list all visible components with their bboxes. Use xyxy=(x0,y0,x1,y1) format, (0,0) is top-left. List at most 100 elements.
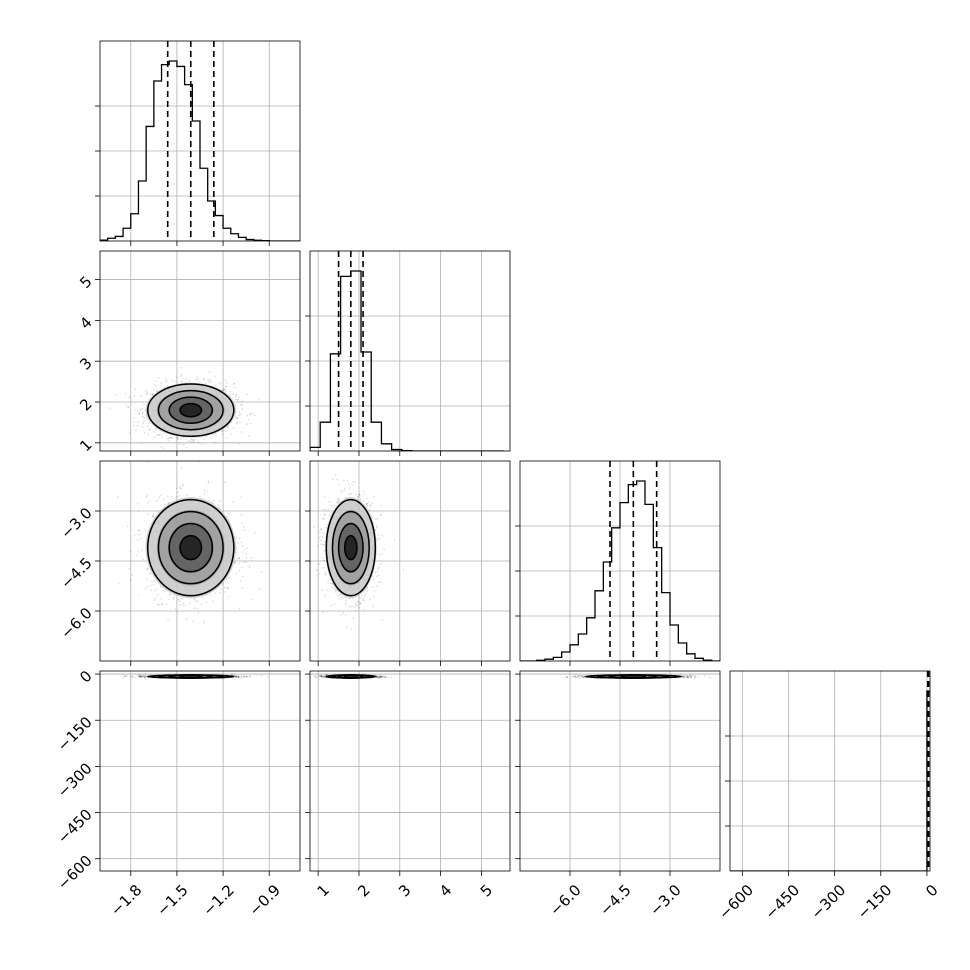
scatter-point xyxy=(137,529,140,532)
scatter-point xyxy=(237,542,240,544)
scatter-point xyxy=(117,496,119,498)
scatter-point xyxy=(236,421,238,424)
scatter-point xyxy=(330,604,332,607)
scatter-point xyxy=(313,525,315,528)
scatter-point xyxy=(152,392,154,395)
scatter-point xyxy=(376,518,379,520)
histogram-step xyxy=(310,270,504,451)
scatter-point xyxy=(127,406,130,408)
scatter-point xyxy=(193,598,196,601)
scatter-point xyxy=(254,532,256,534)
scatter-point xyxy=(143,420,145,423)
scatter-point xyxy=(339,598,341,601)
scatter-point xyxy=(224,586,226,589)
scatter-point xyxy=(153,599,156,601)
scatter-point xyxy=(366,502,369,504)
scatter-point xyxy=(363,594,366,597)
scatter-point xyxy=(379,537,381,540)
scatter-point xyxy=(150,589,152,592)
scatter-point xyxy=(373,590,376,592)
scatter-point xyxy=(195,378,198,381)
scatter-point xyxy=(158,496,161,499)
scatter-point xyxy=(147,513,149,515)
scatter-point xyxy=(140,395,143,398)
scatter-point xyxy=(170,436,173,439)
contour-line xyxy=(179,534,203,561)
scatter-point xyxy=(146,568,149,570)
scatter-point xyxy=(146,425,149,427)
scatter-point xyxy=(242,526,245,528)
scatter-point xyxy=(239,580,242,582)
scatter-point xyxy=(227,595,230,598)
scatter-point xyxy=(339,490,342,492)
scatter-point xyxy=(320,543,323,545)
scatter-point xyxy=(129,578,132,581)
contour-line xyxy=(337,522,364,573)
scatter-point xyxy=(372,605,374,607)
scatter-point xyxy=(235,416,238,419)
scatter-point xyxy=(156,434,159,436)
scatter-point xyxy=(241,566,243,569)
scatter-point xyxy=(233,562,236,564)
scatter-point xyxy=(322,532,325,534)
scatter-point xyxy=(164,503,166,506)
scatter-point xyxy=(338,594,340,596)
scatter-point xyxy=(146,418,148,421)
scatter-point xyxy=(322,611,325,613)
hist-panel-p1 xyxy=(305,250,511,456)
scatter-point xyxy=(155,380,158,382)
scatter-point xyxy=(195,600,197,603)
scatter-point xyxy=(316,569,318,571)
scatter-point xyxy=(149,428,151,431)
scatter-point xyxy=(198,441,200,444)
scatter-point xyxy=(359,596,362,599)
scatter-point xyxy=(331,505,333,507)
scatter-point xyxy=(358,493,361,496)
contour-line xyxy=(146,383,235,438)
scatter-point xyxy=(345,599,348,601)
scatter-point xyxy=(333,591,336,593)
scatter-point xyxy=(372,496,375,498)
scatter-point xyxy=(366,504,368,506)
scatter-point xyxy=(173,596,176,599)
scatter-point xyxy=(235,395,238,397)
scatter-point xyxy=(336,501,339,504)
scatter-point xyxy=(169,593,171,595)
scatter-point xyxy=(242,575,244,578)
scatter-point xyxy=(319,531,321,533)
scatter-point xyxy=(323,559,325,562)
scatter-point xyxy=(137,539,139,541)
scatter-point xyxy=(241,408,243,410)
scatter-point xyxy=(153,579,156,582)
scatter-point xyxy=(129,550,132,553)
scatter-point xyxy=(381,619,383,622)
scatter-point xyxy=(241,400,244,403)
scatter-point xyxy=(232,427,235,430)
scatter-point xyxy=(238,411,241,414)
scatter-point xyxy=(222,388,225,390)
scatter-point xyxy=(337,499,340,502)
scatter-point xyxy=(205,382,207,385)
scatter-point xyxy=(329,582,332,585)
scatter-point xyxy=(148,428,151,431)
scatter-point xyxy=(347,483,350,486)
scatter-point xyxy=(336,501,338,504)
scatter-point xyxy=(191,441,193,443)
scatter-point xyxy=(227,587,229,590)
scatter-point xyxy=(322,518,324,520)
scatter-point xyxy=(155,390,158,393)
scatter-point xyxy=(371,585,374,588)
scatter-point xyxy=(183,443,185,446)
scatter-point xyxy=(144,529,147,532)
scatter-point xyxy=(197,612,200,614)
scatter-point xyxy=(380,505,382,507)
scatter-point xyxy=(200,443,203,446)
scatter-point xyxy=(334,474,337,476)
scatter-point xyxy=(373,595,375,598)
scatter-point xyxy=(361,599,364,601)
y-tick-label: −3.0 xyxy=(57,504,95,542)
scatter-point xyxy=(366,497,368,500)
scatter-point xyxy=(203,621,205,624)
scatter-point xyxy=(143,417,146,419)
